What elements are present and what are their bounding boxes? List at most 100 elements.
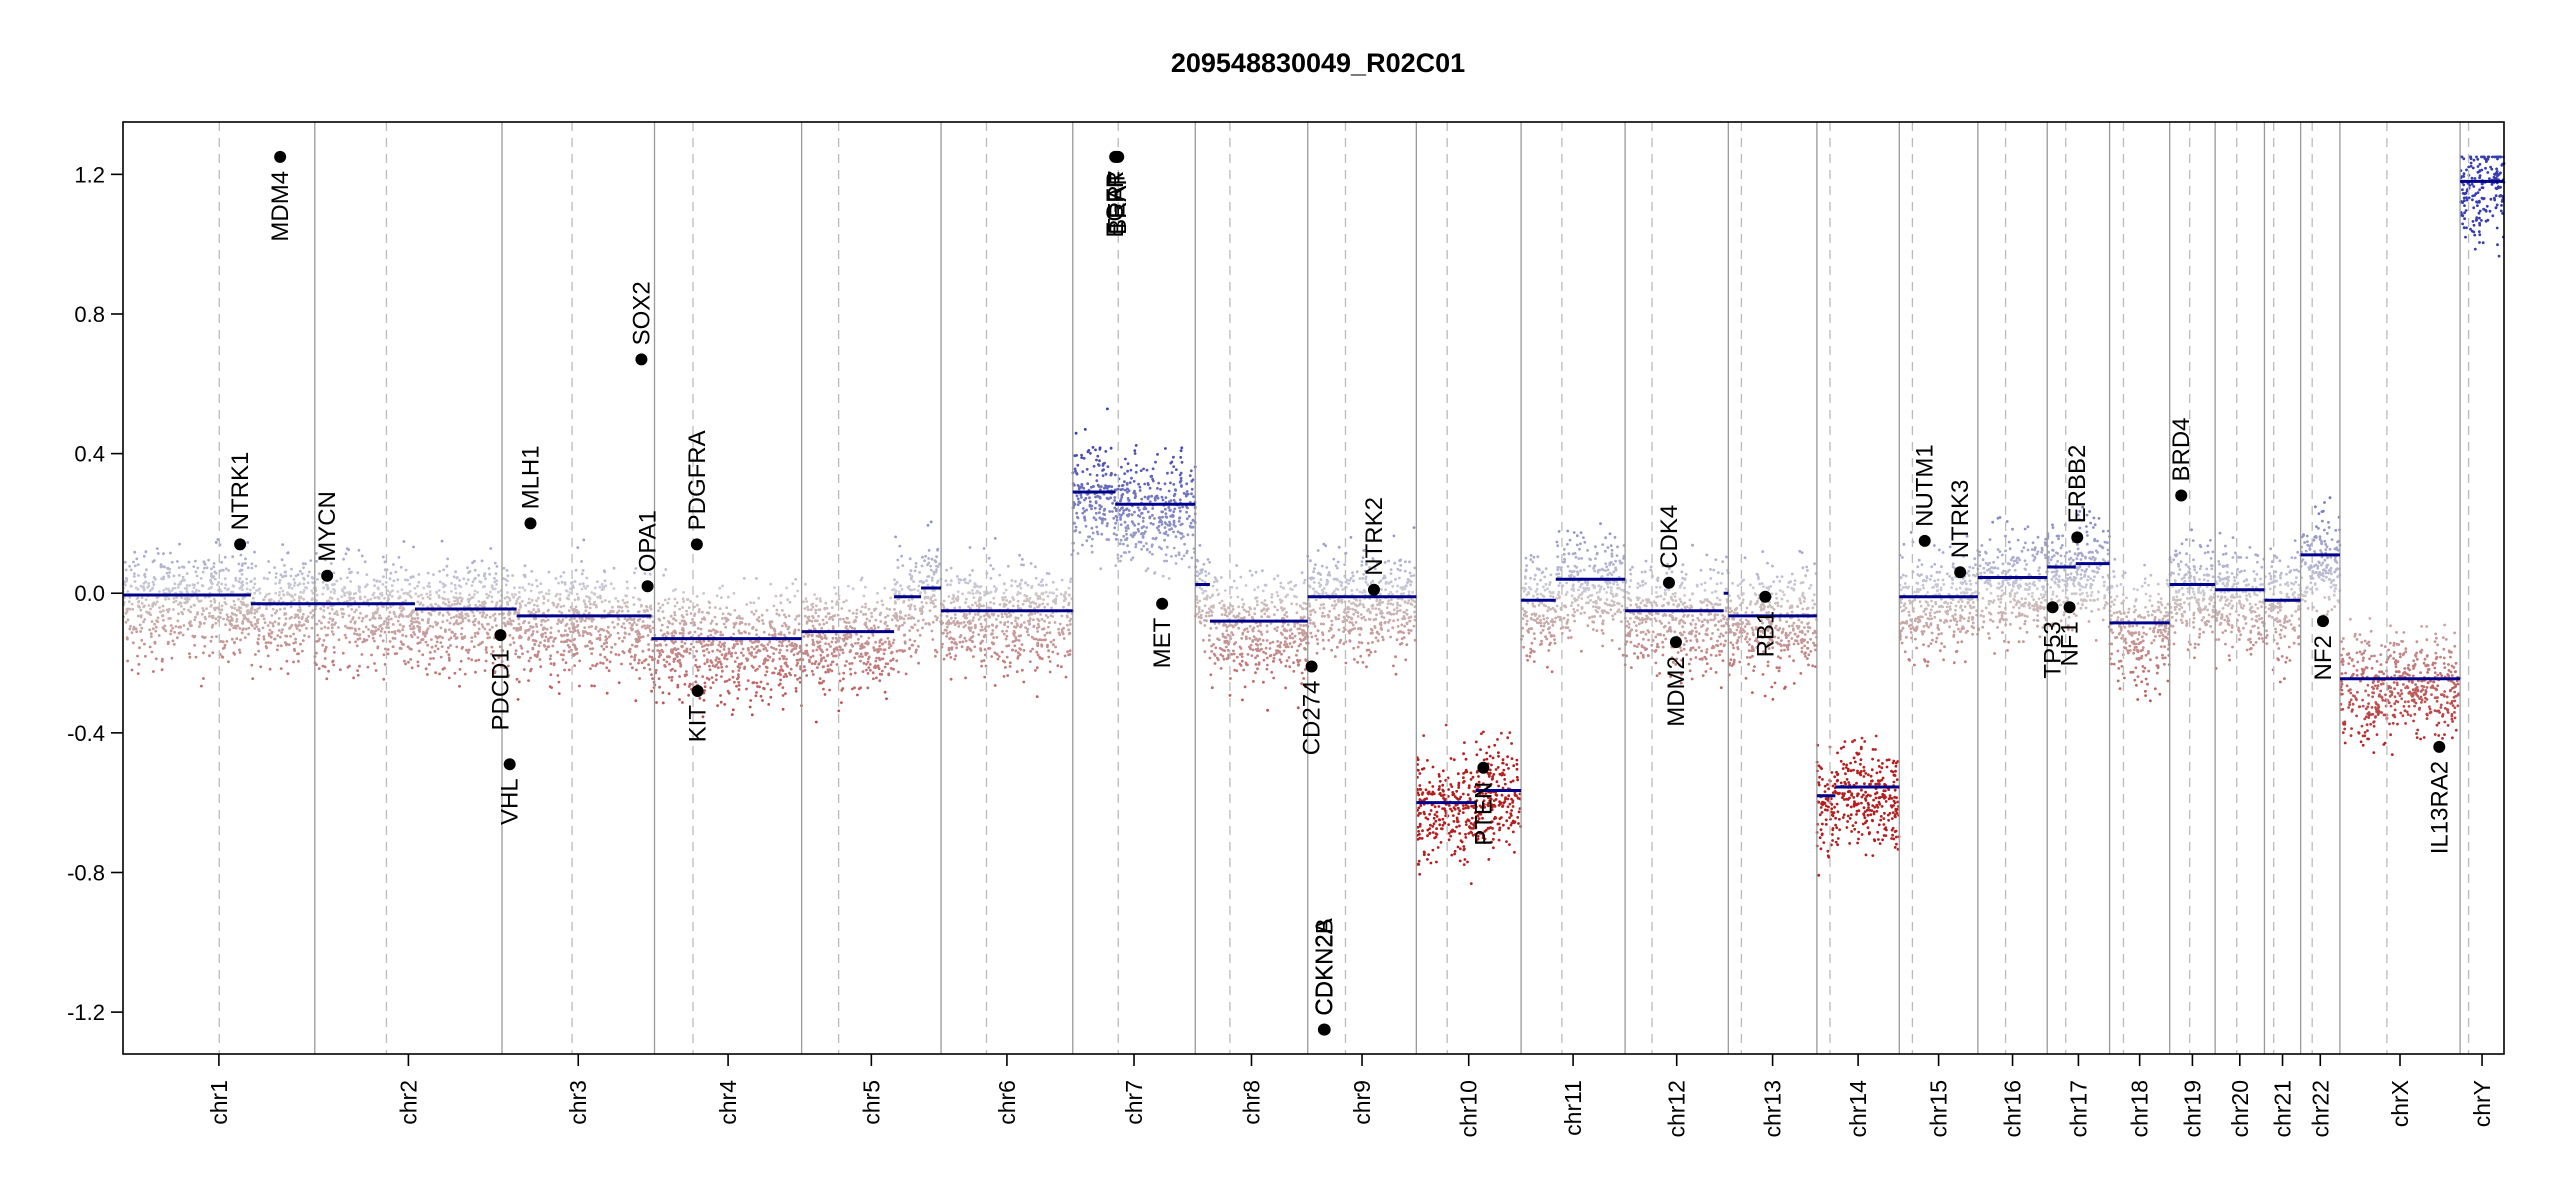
- probe-point: [315, 559, 318, 563]
- probe-point: [450, 590, 453, 593]
- probe-point: [1228, 694, 1232, 697]
- probe-point: [974, 613, 977, 616]
- probe-point: [302, 591, 305, 594]
- probe-point: [357, 605, 361, 609]
- probe-point: [1090, 544, 1094, 548]
- probe-point: [835, 663, 839, 666]
- probe-point: [689, 642, 693, 646]
- probe-point: [953, 606, 957, 610]
- probe-point: [622, 651, 626, 655]
- probe-point: [132, 560, 135, 564]
- probe-point: [376, 645, 380, 649]
- probe-point: [481, 625, 485, 629]
- probe-point: [942, 657, 946, 661]
- probe-point: [1198, 544, 1202, 547]
- probe-point: [1253, 588, 1256, 592]
- probe-point: [703, 689, 707, 692]
- probe-point: [549, 631, 553, 635]
- probe-point: [779, 648, 782, 652]
- probe-point: [761, 699, 764, 702]
- probe-point: [572, 628, 576, 631]
- probe-point: [991, 629, 995, 632]
- probe-point: [622, 622, 626, 625]
- probe-point: [317, 619, 321, 623]
- probe-point: [730, 713, 734, 716]
- probe-point: [411, 609, 414, 613]
- probe-point: [730, 651, 734, 655]
- probe-point: [1014, 619, 1017, 623]
- probe-point: [563, 668, 566, 672]
- probe-point: [348, 571, 352, 575]
- probe-point: [769, 624, 772, 628]
- probe-point: [895, 580, 899, 584]
- probe-point: [983, 648, 987, 651]
- probe-point: [625, 580, 629, 584]
- probe-point: [578, 684, 581, 688]
- probe-point: [889, 651, 893, 655]
- probe-point: [220, 560, 224, 564]
- probe-point: [335, 610, 339, 614]
- probe-point: [1191, 478, 1195, 482]
- probe-point: [740, 651, 743, 655]
- probe-point: [1034, 637, 1038, 641]
- probe-point: [658, 606, 662, 610]
- probe-point: [862, 613, 865, 616]
- probe-point: [1166, 471, 1169, 475]
- probe-point: [602, 569, 606, 572]
- probe-point: [708, 664, 711, 668]
- probe-point: [460, 597, 464, 601]
- probe-point: [253, 582, 257, 586]
- probe-point: [301, 639, 305, 642]
- probe-point: [932, 570, 936, 574]
- probe-point: [211, 651, 215, 655]
- probe-point: [537, 591, 541, 595]
- probe-point: [964, 581, 968, 584]
- probe-point: [605, 658, 609, 662]
- probe-point: [802, 600, 805, 604]
- probe-point: [644, 627, 647, 630]
- probe-point: [318, 637, 321, 641]
- probe-point: [470, 640, 474, 643]
- probe-point: [913, 569, 917, 573]
- probe-point: [1105, 486, 1109, 490]
- probe-point: [929, 520, 933, 524]
- probe-point: [491, 661, 495, 665]
- probe-point: [769, 582, 773, 586]
- probe-point: [666, 631, 669, 634]
- probe-point: [404, 662, 407, 666]
- probe-point: [240, 585, 244, 589]
- probe-point: [1195, 580, 1199, 584]
- probe-point: [1115, 518, 1119, 522]
- probe-point: [509, 619, 513, 623]
- probe-point: [1036, 630, 1039, 633]
- probe-point: [1097, 463, 1100, 466]
- probe-point: [1052, 638, 1056, 642]
- probe-point: [1124, 457, 1127, 461]
- probe-point: [382, 622, 386, 626]
- probe-point: [991, 632, 994, 636]
- probe-point: [1270, 595, 1274, 599]
- probe-point: [775, 608, 779, 612]
- probe-point: [194, 615, 197, 619]
- probe-point: [898, 592, 901, 596]
- probe-point: [1142, 467, 1145, 471]
- probe-point: [1164, 447, 1167, 450]
- probe-point: [1110, 472, 1113, 476]
- probe-point: [600, 600, 604, 604]
- probe-point: [454, 570, 457, 574]
- probe-point: [623, 601, 627, 605]
- probe-point: [1096, 454, 1100, 458]
- probe-point: [278, 578, 282, 582]
- probe-point: [689, 648, 692, 651]
- probe-point: [1235, 586, 1239, 590]
- probe-point: [898, 649, 902, 652]
- probe-point: [767, 633, 771, 637]
- probe-point: [1206, 558, 1210, 561]
- probe-point: [650, 689, 653, 693]
- probe-point: [398, 614, 401, 618]
- probe-point: [251, 624, 254, 628]
- probe-point: [916, 589, 920, 592]
- probe-point: [434, 644, 438, 648]
- probe-point: [544, 619, 547, 623]
- probe-point: [1119, 498, 1123, 501]
